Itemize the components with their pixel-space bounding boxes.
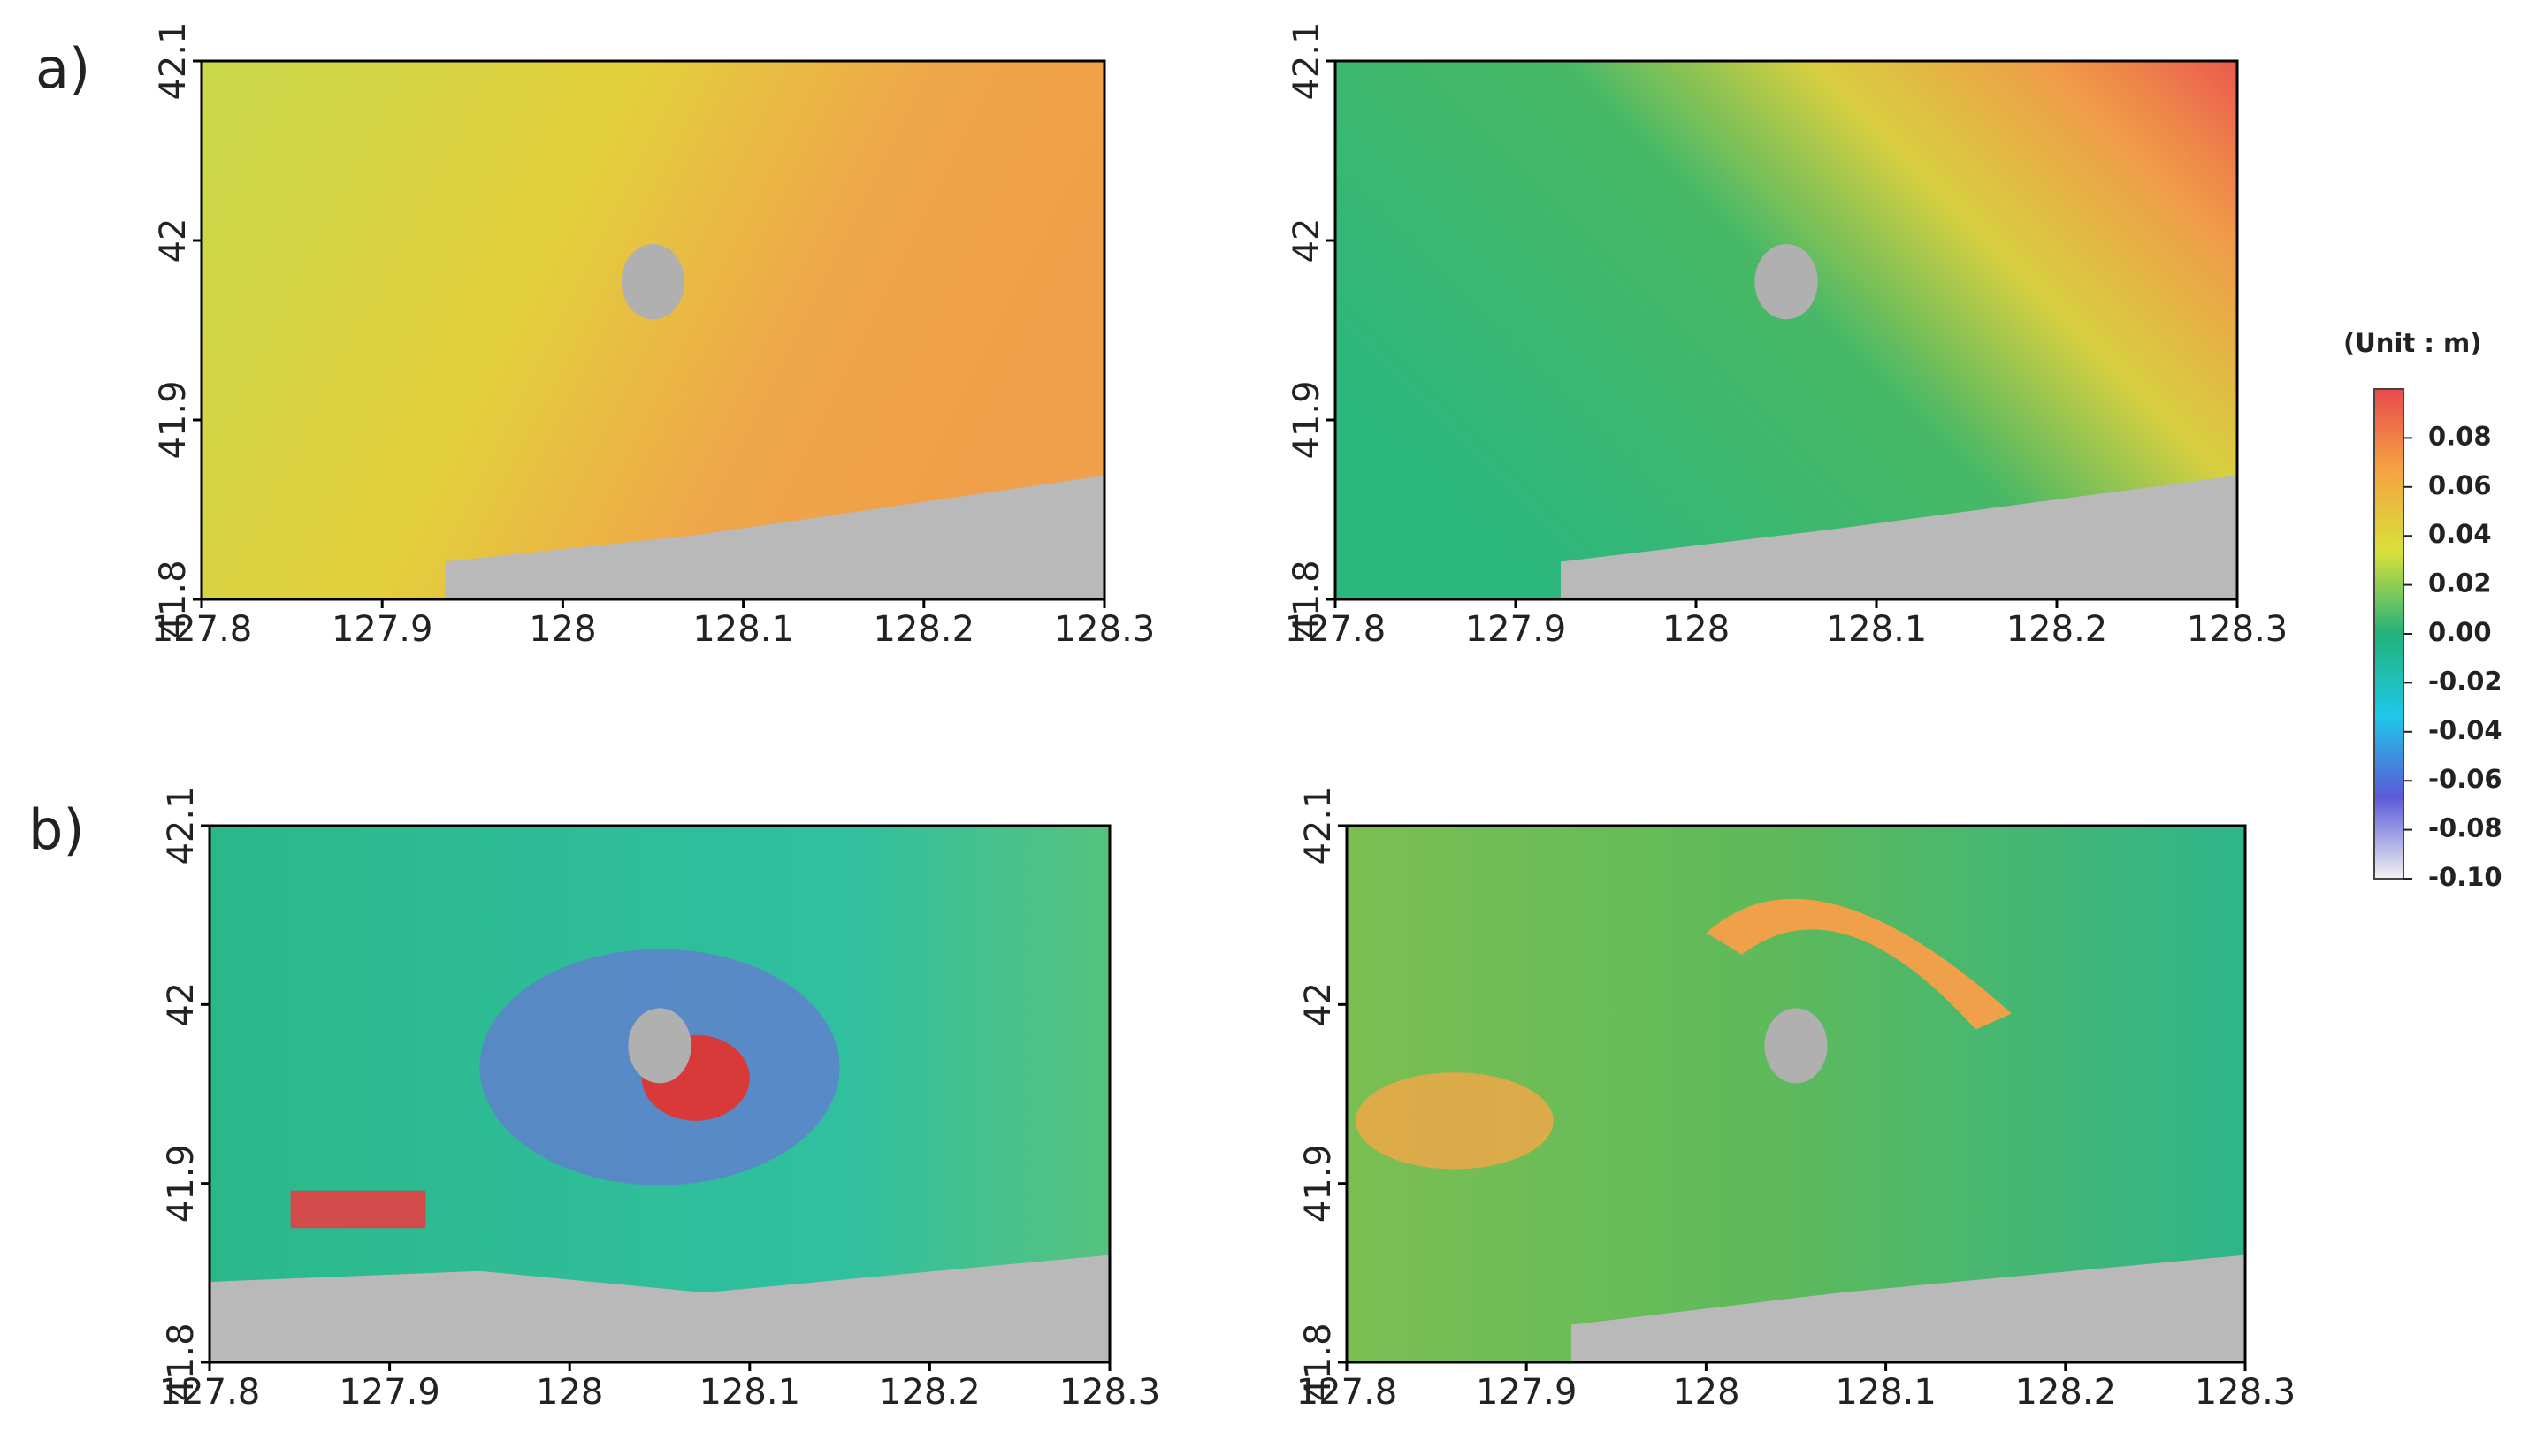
y-tick-label: 41.8	[153, 560, 194, 638]
colorbar-tick-label: 0.00	[2428, 617, 2492, 647]
map-panel: 127.8 127.9 128 128.1 128.2 128.3 41.8 41.9 42 42…	[151, 21, 1156, 650]
map-patch	[1706, 898, 2012, 1030]
x-tick-label: 128	[1672, 1372, 1739, 1413]
y-tick-label: 42	[1287, 218, 1327, 263]
crater-lake	[621, 244, 685, 320]
x-tick-label: 128.1	[1826, 609, 1928, 650]
colorbar-tick-label: -0.02	[2428, 666, 2502, 696]
y-tick-label: 41.8	[1298, 1323, 1339, 1401]
y-tick-label: 41.9	[161, 1144, 202, 1223]
y-tick-label: 42.1	[1298, 786, 1339, 865]
x-tick-label: 127.8	[1296, 1372, 1398, 1413]
map-frame	[208, 824, 1112, 1364]
map-panel: 127.8 127.9 128 128.1 128.2 128.3 41.8 41.9 42 42…	[1285, 21, 2288, 650]
colorbar-tick-label: 0.04	[2428, 519, 2492, 549]
x-tick-label: 128.1	[1835, 1372, 1937, 1413]
map-panel: 127.8 127.9 128 128.1 128.2 128.3 41.8 41.9 42 42…	[1296, 786, 2296, 1413]
row-label: b)	[28, 797, 85, 862]
y-tick-label: 42.1	[161, 786, 202, 865]
terrain-shade	[445, 475, 1104, 599]
terrain-shade	[210, 1254, 1110, 1362]
x-tick-label: 128	[529, 609, 596, 650]
y-tick-label: 41.8	[1287, 560, 1327, 638]
terrain-shade	[1561, 475, 2237, 599]
y-tick-label: 42	[161, 982, 202, 1027]
map-panel: 127.8 127.9 128 128.1 128.2 128.3 41.8 41.9 42 42…	[159, 786, 1161, 1413]
x-tick-label: 128.3	[1054, 609, 1156, 650]
y-tick-label: 42.1	[1287, 21, 1327, 100]
colorbar-tick-label: -0.08	[2428, 813, 2502, 843]
x-tick-label: 127.9	[332, 609, 433, 650]
x-tick-label: 127.9	[1476, 1372, 1578, 1413]
x-tick-label: 127.9	[339, 1372, 440, 1413]
colorbar-tick-label: 0.08	[2428, 421, 2492, 451]
x-tick-label: 128.3	[2195, 1372, 2296, 1413]
x-tick-label: 128.1	[699, 1372, 801, 1413]
y-tick-label: 41.9	[153, 380, 194, 459]
row-label: a)	[35, 36, 90, 101]
x-tick-label: 127.8	[1285, 609, 1387, 650]
crater-lake	[628, 1008, 691, 1084]
panels: 127.8 127.9 128 128.1 128.2 128.3 41.8 41.9 42 42…	[151, 21, 2296, 1413]
map-frame	[200, 59, 1106, 601]
y-tick-label: 41.9	[1298, 1144, 1339, 1223]
x-tick-label: 128.1	[692, 609, 794, 650]
x-tick-label: 128.2	[2015, 1372, 2117, 1413]
map-frame	[1333, 59, 2239, 601]
colorbar	[2373, 388, 2404, 880]
x-tick-label: 128.2	[879, 1372, 981, 1413]
x-tick-label: 128.2	[2006, 609, 2108, 650]
colorbar-tick-label: -0.04	[2428, 715, 2502, 745]
colorbar-tick-label: -0.10	[2428, 862, 2502, 892]
terrain-shade	[1571, 1254, 2245, 1362]
y-tick-label: 42	[1298, 982, 1339, 1027]
x-tick-label: 128.2	[874, 609, 975, 650]
x-tick-label: 127.8	[151, 609, 253, 650]
y-tick-label: 42.1	[153, 21, 194, 100]
x-tick-label: 128	[536, 1372, 603, 1413]
colorbar-tick-label: -0.06	[2428, 764, 2502, 794]
x-tick-label: 128.3	[2187, 609, 2288, 650]
colorbar-title: (Unit : m)	[2343, 328, 2482, 358]
colorbar-tick-label: 0.02	[2428, 568, 2492, 598]
x-tick-label: 128	[1662, 609, 1730, 650]
x-tick-label: 127.8	[159, 1372, 261, 1413]
y-tick-label: 42	[153, 218, 194, 263]
x-tick-label: 127.9	[1465, 609, 1567, 650]
colorbar-tick-label: 0.06	[2428, 470, 2492, 500]
crater-lake	[1754, 244, 1818, 320]
map-patch	[290, 1190, 426, 1229]
map-patch	[1356, 1072, 1554, 1170]
y-tick-label: 41.9	[1287, 380, 1327, 459]
crater-lake	[1764, 1008, 1828, 1084]
y-tick-label: 41.8	[161, 1323, 202, 1401]
x-tick-label: 128.3	[1059, 1372, 1161, 1413]
map-frame	[1345, 824, 2247, 1364]
